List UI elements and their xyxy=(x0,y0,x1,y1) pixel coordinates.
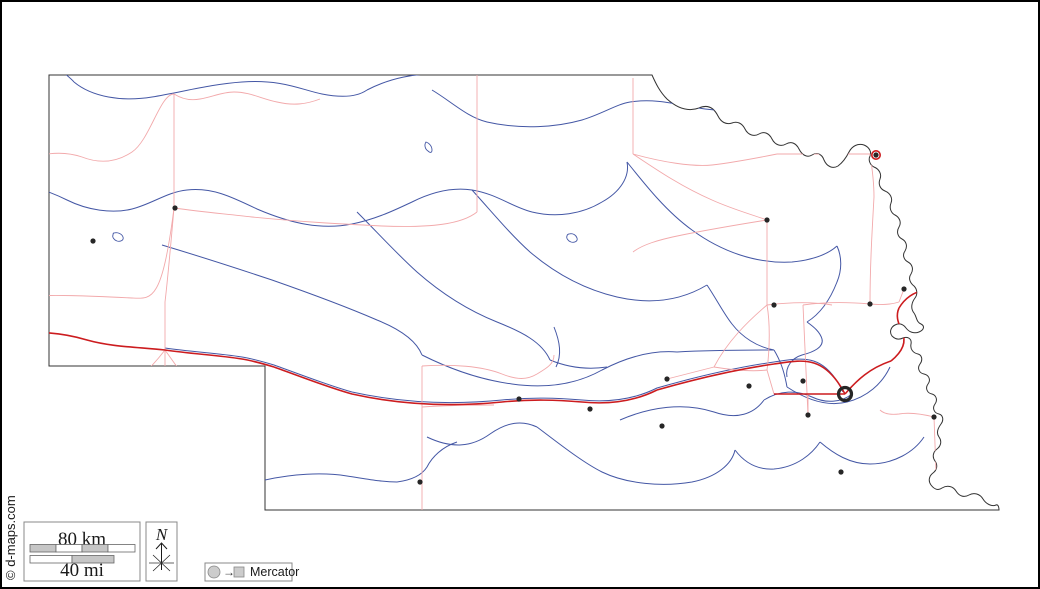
svg-text:N: N xyxy=(155,525,169,544)
svg-text:40 mi: 40 mi xyxy=(60,560,104,581)
svg-text:→: → xyxy=(223,565,235,579)
svg-text:© d-maps.com: © d-maps.com xyxy=(3,495,18,580)
svg-text:Mercator: Mercator xyxy=(250,565,299,579)
